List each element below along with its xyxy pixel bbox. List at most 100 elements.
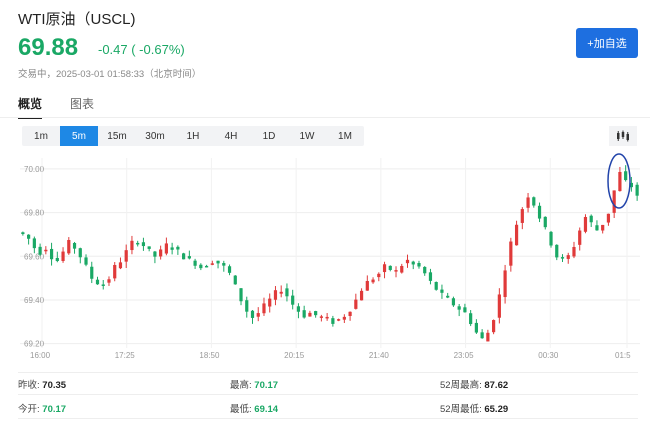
- candle-body: [268, 298, 272, 307]
- candle-body: [359, 290, 364, 301]
- add-watchlist-button[interactable]: +加自选: [576, 28, 638, 58]
- x-tick-label: 23:05: [454, 351, 475, 360]
- candle-body: [319, 316, 323, 318]
- candle-body: [348, 311, 352, 316]
- candle-body: [227, 266, 232, 273]
- candle-body: [612, 190, 616, 213]
- candle-body: [543, 216, 547, 228]
- candle-body: [446, 295, 450, 298]
- period-5m[interactable]: 5m: [60, 126, 98, 146]
- candlestick-chart[interactable]: 70.00 69.80 69.60 69.40 69.20 16:00 17:25 18:50…: [0, 150, 650, 365]
- candle-body: [509, 241, 513, 266]
- y-tick-label: 69.20: [24, 340, 45, 349]
- stat-high: 最高: 70.17: [230, 380, 279, 391]
- stats-divider-2: [18, 394, 638, 395]
- stat-low: 最低: 69.14: [230, 404, 279, 415]
- candle-body: [480, 332, 484, 339]
- candle-body: [394, 270, 398, 272]
- candle-body: [193, 260, 197, 266]
- candle-body: [342, 316, 346, 320]
- candle-body: [595, 225, 599, 231]
- x-tick-label: 01:5: [615, 351, 631, 360]
- candle-body: [279, 291, 283, 294]
- candle-body: [21, 232, 25, 235]
- candle-body: [532, 197, 536, 206]
- candle-body: [90, 266, 94, 279]
- candle-body: [182, 253, 186, 260]
- stat-52w-high: 52周最高: 87.62: [440, 380, 509, 391]
- candle-body: [560, 257, 565, 259]
- candle-body: [302, 310, 306, 318]
- candle-body: [583, 216, 588, 232]
- period-30m[interactable]: 30m: [145, 130, 165, 142]
- instrument-title: WTI原油（USCL): [18, 11, 136, 28]
- y-tick-label: 70.00: [24, 165, 45, 174]
- candle-body: [314, 311, 318, 316]
- period-1m[interactable]: 1m: [34, 130, 48, 142]
- candle-body: [428, 272, 433, 281]
- candle-body: [107, 279, 111, 283]
- candle-body: [308, 312, 312, 317]
- candle-body: [176, 246, 180, 250]
- candle-body: [388, 265, 392, 270]
- candle-body: [291, 295, 295, 305]
- x-tick-label: 16:00: [30, 351, 51, 360]
- candle-body: [136, 242, 140, 245]
- candle-body: [434, 282, 438, 290]
- candle-body: [411, 261, 415, 265]
- candle-body: [113, 264, 117, 279]
- period-selector: 1m 5m 15m 30m 1H 4H 1D 1W 1M: [22, 126, 364, 146]
- candle-body: [124, 250, 128, 262]
- period-1h[interactable]: 1H: [186, 130, 200, 142]
- stat-open: 今开: 70.17: [18, 404, 67, 415]
- highlight-circle: [607, 153, 631, 209]
- candle-body: [549, 231, 553, 246]
- period-1mo[interactable]: 1M: [338, 130, 352, 142]
- candle-body: [606, 213, 611, 223]
- candle-body: [27, 234, 31, 239]
- candle-body: [566, 255, 570, 259]
- candle-body: [451, 298, 456, 306]
- candle-body: [463, 307, 467, 313]
- last-price: 69.88: [18, 34, 79, 61]
- y-tick-label: 69.80: [24, 209, 45, 218]
- candle-body: [457, 306, 461, 310]
- candle-body: [618, 171, 622, 192]
- candle-body: [61, 251, 65, 261]
- candle-body: [354, 299, 358, 309]
- x-tick-label: 20:15: [284, 351, 305, 360]
- candle-body: [520, 209, 524, 223]
- candle-body: [331, 318, 335, 324]
- period-1d[interactable]: 1D: [262, 130, 276, 142]
- candle-body: [250, 310, 255, 318]
- candle-body: [159, 249, 163, 257]
- candle-body: [216, 260, 220, 264]
- candle-body: [400, 265, 404, 273]
- period-1w[interactable]: 1W: [299, 130, 315, 142]
- candle-body: [417, 262, 421, 267]
- candle-body: [537, 205, 542, 219]
- candle-body: [49, 248, 54, 260]
- tab-chart[interactable]: 图表: [70, 97, 95, 111]
- tabs-divider: [0, 117, 650, 118]
- candle-body: [377, 273, 381, 278]
- candle-body: [382, 264, 387, 273]
- candle-body: [233, 275, 237, 285]
- candle-body: [325, 316, 329, 319]
- period-4h[interactable]: 4H: [224, 130, 238, 142]
- candle-body: [187, 256, 191, 259]
- tab-overview[interactable]: 概览: [18, 95, 43, 119]
- candle-body: [405, 259, 410, 264]
- candle-body: [474, 322, 478, 333]
- chart-type-button[interactable]: [609, 126, 637, 146]
- candle-body: [492, 320, 496, 333]
- x-tick-label: 17:25: [115, 351, 136, 360]
- candle-body: [469, 313, 473, 325]
- candle-body: [32, 238, 36, 249]
- view-tabs: 概览 图表: [18, 95, 94, 119]
- candle-body: [204, 265, 209, 268]
- candle-body: [153, 251, 157, 257]
- candle-body: [170, 247, 174, 250]
- period-15m[interactable]: 15m: [107, 130, 127, 142]
- candle-body: [256, 313, 260, 317]
